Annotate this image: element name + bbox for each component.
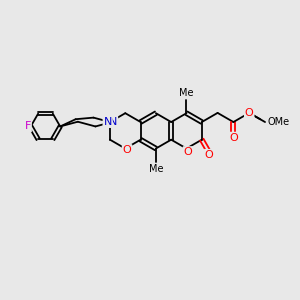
Text: O: O: [205, 150, 214, 160]
Text: N: N: [103, 117, 112, 127]
Text: F: F: [25, 122, 31, 131]
Text: O: O: [123, 145, 131, 155]
Text: Me: Me: [148, 164, 163, 174]
Text: O: O: [245, 108, 254, 118]
Text: O: O: [184, 147, 192, 157]
Text: O: O: [229, 133, 238, 142]
Text: N: N: [109, 117, 117, 127]
Text: Me: Me: [179, 88, 194, 98]
Text: OMe: OMe: [267, 117, 290, 127]
